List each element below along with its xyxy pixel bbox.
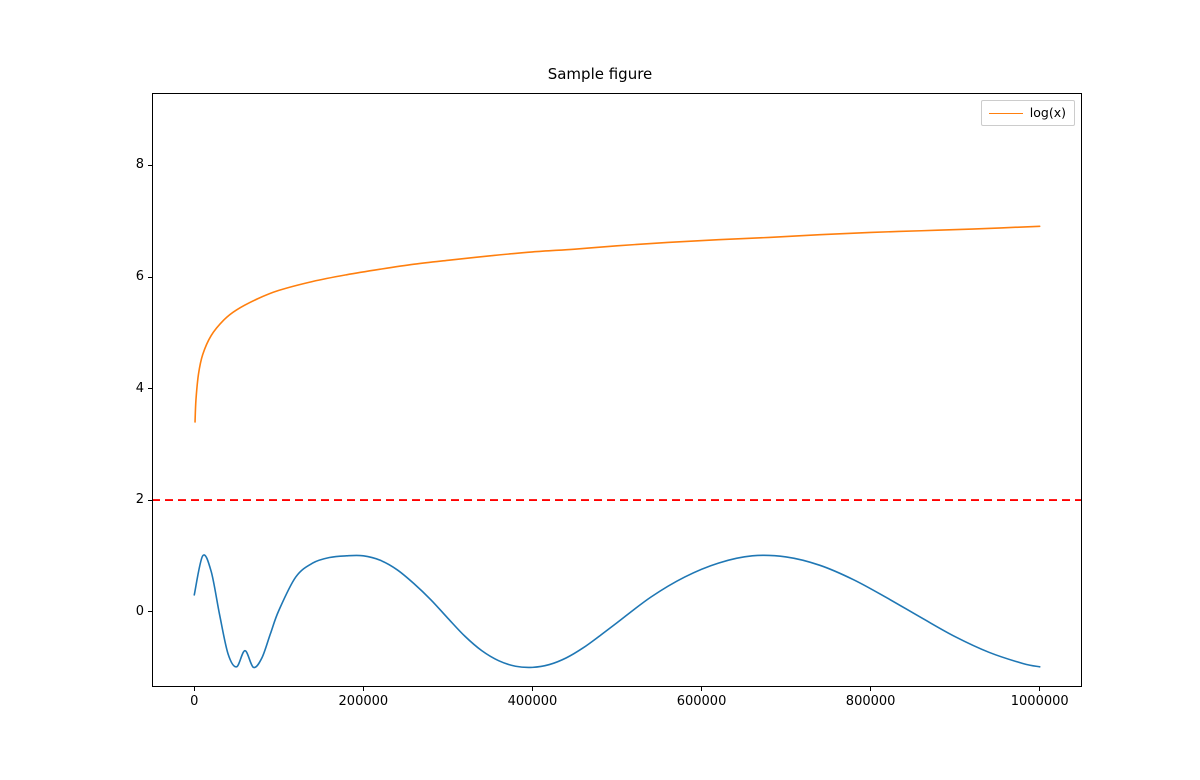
legend-entry[interactable]: log(x) <box>988 105 1066 120</box>
y-tick-mark <box>148 164 152 167</box>
x-tick-mark <box>531 687 534 691</box>
x-tick-label: 800000 <box>845 694 896 709</box>
y-tick-mark <box>148 388 152 390</box>
data-series-group <box>193 225 1041 669</box>
x-axis-tick-labels: 0 200000 400000 600000 800000 1000000 <box>152 694 1082 714</box>
y-tick-label: 8 <box>135 157 144 173</box>
x-tick-mark <box>1039 687 1041 691</box>
x-tick-mark <box>193 687 195 691</box>
legend-line-swatch-icon <box>988 112 1023 114</box>
y-tick-mark <box>148 276 152 278</box>
x-tick-mark <box>701 687 703 691</box>
y-tick-mark <box>148 611 152 613</box>
y-tick-label: 2 <box>135 492 144 508</box>
x-tick-label: 0 <box>190 694 199 709</box>
x-tick-label: 600000 <box>676 694 727 709</box>
x-tick-label: 200000 <box>338 694 389 709</box>
x-tick-label: 400000 <box>507 694 558 709</box>
y-tick-mark <box>148 499 152 501</box>
x-tick-label: 1000000 <box>1010 694 1069 709</box>
x-tick-mark <box>362 687 364 691</box>
y-tick-label: 6 <box>135 269 144 285</box>
y-tick-label: 0 <box>135 603 144 619</box>
x-axis-tick-marks <box>152 687 1082 691</box>
y-axis-tick-labels: 0 2 4 6 8 <box>108 93 144 687</box>
plot-area: log(x) <box>152 93 1082 687</box>
legend-label: log(x) <box>1029 105 1066 120</box>
series-line-log-x- <box>194 225 1041 423</box>
series-line-oscillation <box>193 554 1041 669</box>
legend[interactable]: log(x) <box>980 100 1075 126</box>
page-title: Sample figure <box>547 65 653 83</box>
plot-svg <box>152 225 1082 669</box>
y-axis-tick-marks <box>148 93 152 687</box>
x-tick-mark <box>870 687 872 691</box>
y-tick-label: 4 <box>135 380 144 396</box>
